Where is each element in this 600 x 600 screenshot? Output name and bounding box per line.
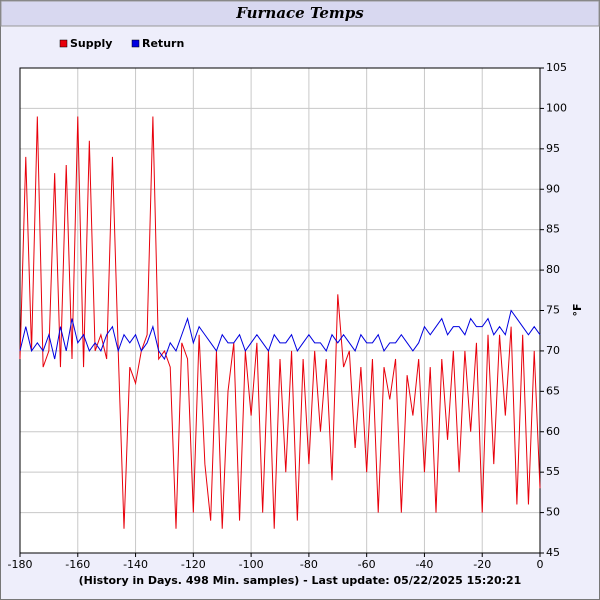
x-tick-label: 0: [537, 558, 544, 571]
y-tick-label: 45: [546, 546, 560, 559]
y-tick-label: 85: [546, 223, 560, 236]
y-tick-label: 50: [546, 506, 560, 519]
x-tick-label: -180: [8, 558, 33, 571]
series-line: [19, 116, 541, 529]
y-tick-label: 90: [546, 182, 560, 195]
x-tick-label: -20: [473, 558, 491, 571]
series-line: [19, 309, 541, 361]
plot-border: [19, 67, 541, 554]
legend-swatch: [131, 39, 140, 48]
caption: (History in Days. 498 Min. samples) - La…: [79, 574, 522, 587]
legend-label: Supply: [70, 37, 112, 50]
y-tick-label: 105: [546, 61, 567, 74]
y-tick-label: 80: [546, 263, 560, 276]
y-tick-label: 75: [546, 304, 560, 317]
y-tick-label: 70: [546, 344, 560, 357]
x-tick-label: -80: [300, 558, 318, 571]
x-tick-label: -100: [239, 558, 264, 571]
legend-label: Return: [142, 37, 184, 50]
x-tick-label: -40: [415, 558, 433, 571]
title-bar: [0, 0, 600, 27]
y-tick-label: 100: [546, 101, 567, 114]
y-tick-label: 60: [546, 425, 560, 438]
x-tick-label: -140: [123, 558, 148, 571]
x-tick-label: -120: [181, 558, 206, 571]
chart-title: Furnace Temps: [235, 4, 364, 22]
x-tick-label: -160: [65, 558, 90, 571]
y-axis-label: °F: [571, 303, 584, 316]
x-tick-label: -60: [358, 558, 376, 571]
y-tick-label: 55: [546, 465, 560, 478]
legend-swatch: [59, 39, 68, 48]
y-tick-label: 95: [546, 142, 560, 155]
y-tick-label: 65: [546, 384, 560, 397]
